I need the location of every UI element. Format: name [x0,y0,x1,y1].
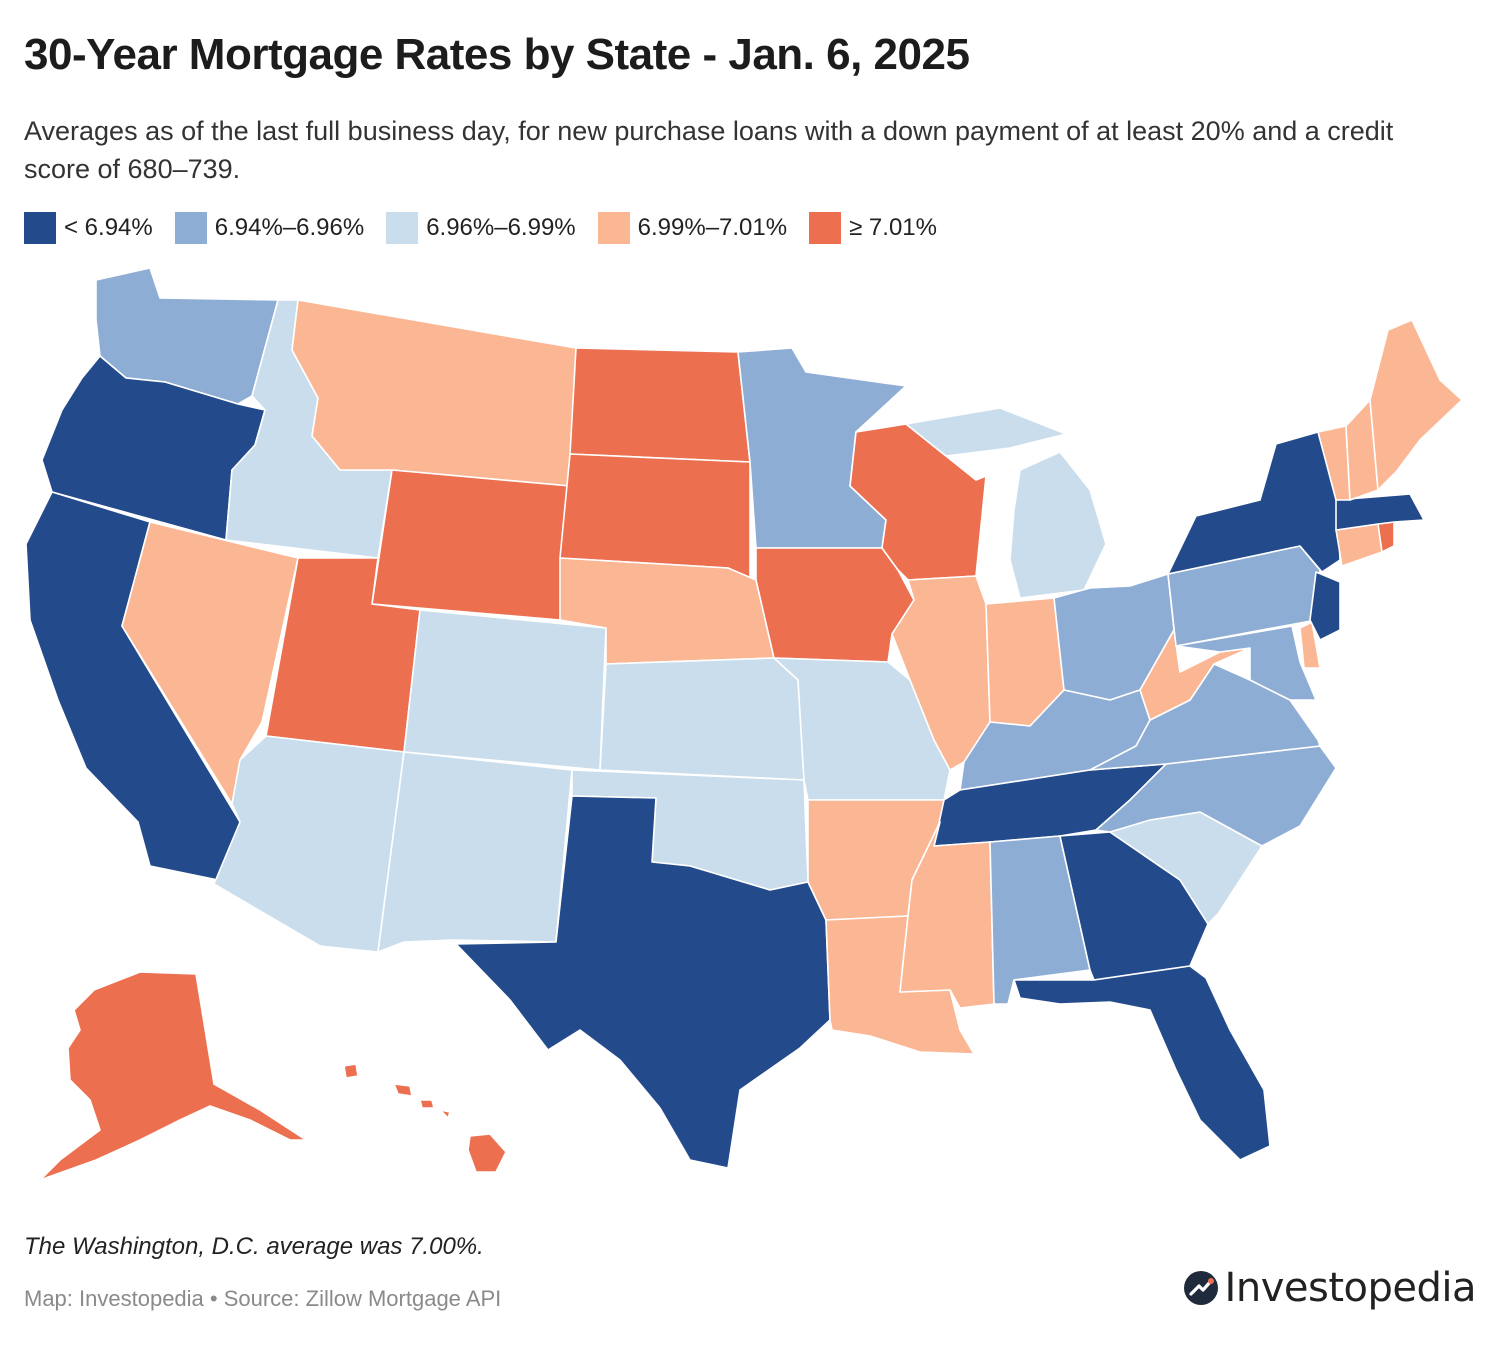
legend-item-3: 6.96%–6.99% [386,212,576,244]
state-AK [39,971,307,1181]
page-subtitle: Averages as of the last full business da… [24,116,1394,184]
state-MO [773,657,951,801]
state-DE [1299,621,1321,669]
legend-label-1: < 6.94% [64,214,153,241]
page-title: 30-Year Mortgage Rates by State - Jan. 6… [24,30,970,79]
state-CO [403,609,607,771]
state-CT [1335,523,1383,567]
legend-item-4: 6.99%–7.01% [597,212,788,244]
state-MS [899,821,995,1009]
states-layer [25,267,1463,1181]
state-AZ [213,735,405,953]
state-NM [377,751,573,953]
state-NY [1167,431,1341,575]
state-ME [1369,319,1463,491]
state-IA [755,547,915,663]
state-NJ [1309,571,1341,641]
state-MT [291,299,577,487]
us-map [25,267,1463,1181]
state-ND [569,347,751,463]
legend-swatch-5 [809,212,842,244]
brand-logo: Investopedia [1183,1265,1477,1311]
state-FL [1013,965,1271,1161]
investopedia-logo-icon [1183,1271,1218,1305]
state-WY [371,469,571,621]
state-KS [599,657,805,781]
legend-swatch-3 [386,212,419,244]
legend-label-2: 6.94%–6.96% [214,214,365,241]
brand-name: Investopedia [1224,1265,1477,1311]
state-IL [891,575,991,771]
state-NC [1095,745,1337,847]
state-MA [1335,493,1425,531]
legend: < 6.94% 6.94%–6.96% 6.96%–6.99% 6.99%–7.… [24,212,959,244]
legend-item-1: < 6.94% [24,212,153,244]
legend-swatch-1 [24,212,56,244]
legend-swatch-2 [174,212,207,244]
source-credit: Map: Investopedia • Source: Zillow Mortg… [24,1286,502,1311]
state-HI [343,1063,507,1173]
legend-label-3: 6.96%–6.99% [426,214,576,241]
dc-note: The Washington, D.C. average was 7.00%. [24,1233,484,1260]
legend-item-5: ≥ 7.01% [809,212,937,244]
legend-label-4: 6.99%–7.01% [637,214,788,241]
legend-item-2: 6.94%–6.96% [174,212,365,244]
state-MD [1175,625,1317,701]
legend-label-5: ≥ 7.01% [849,214,937,241]
legend-swatch-4 [597,212,630,244]
state-TX [455,795,831,1169]
